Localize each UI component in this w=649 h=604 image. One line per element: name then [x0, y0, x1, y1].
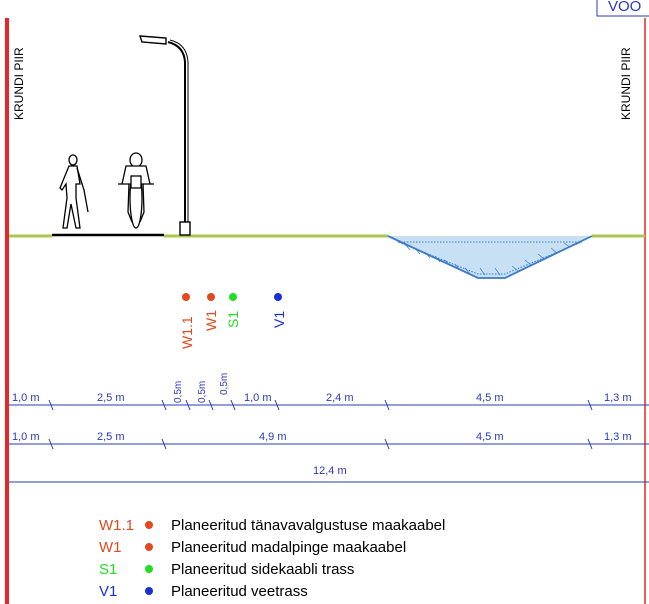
svg-text:V1: V1: [271, 311, 287, 328]
utility-dot: [207, 293, 215, 301]
dim-label: 1,3 m: [604, 431, 632, 443]
total-width-label: 12,4 m: [313, 465, 347, 477]
legend-dot: [145, 565, 153, 573]
utility-markers: W1.1 W1 S1 V1: [179, 293, 287, 349]
dimension-row-3: 12,4 m: [313, 465, 347, 477]
utility-marker-w1-1: W1.1: [179, 293, 195, 349]
legend-code: W1: [99, 539, 122, 556]
dim-label: 1,0 m: [244, 392, 272, 404]
legend-dot: [145, 543, 153, 551]
legend-item-w1: W1 Planeeritud madalpinge maakaabel: [99, 539, 406, 556]
legend-code: S1: [99, 561, 117, 578]
header-tag: VOO: [596, 0, 649, 17]
dim-label: 1,3 m: [604, 392, 632, 404]
dim-label: 0,5m: [173, 381, 184, 403]
dim-label: 2,4 m: [326, 392, 354, 404]
dim-label: 0,5m: [219, 373, 230, 395]
drainage-ditch: [387, 235, 593, 279]
legend-item-s1: S1 Planeeritud sidekaabli trass: [99, 561, 354, 578]
dim-label: 4,9 m: [259, 431, 287, 443]
legend-code: V1: [99, 583, 117, 600]
legend-dot: [145, 587, 153, 595]
dimension-row-2: 1,0 m 2,5 m 4,9 m 4,5 m 1,3 m: [12, 431, 632, 443]
legend: W1.1 Planeeritud tänavavalgustuse maakaa…: [99, 517, 445, 600]
dim-label: 2,5 m: [97, 431, 125, 443]
svg-text:W1: W1: [203, 310, 219, 331]
svg-text:W1.1: W1.1: [179, 316, 195, 349]
pedestrian-icon: [59, 154, 89, 229]
legend-item-v1: V1 Planeeritud veetrass: [99, 583, 308, 600]
dim-label: 4,5 m: [476, 431, 504, 443]
dim-label: 1,0 m: [12, 392, 40, 404]
legend-dot: [145, 521, 153, 529]
utility-dot: [274, 293, 282, 301]
legend-code: W1.1: [99, 517, 134, 534]
utility-marker-v1: V1: [271, 293, 287, 328]
ground-surface: [9, 233, 645, 238]
utility-dot: [182, 293, 190, 301]
legend-text: Planeeritud veetrass: [171, 583, 308, 600]
dimension-row-1: 1,0 m 2,5 m 0,5m 0,5m 0,5m 1,0 m 2,4 m 4…: [12, 373, 632, 404]
utility-dot: [229, 293, 237, 301]
legend-text: Planeeritud madalpinge maakaabel: [171, 539, 406, 556]
legend-item-w1-1: W1.1 Planeeritud tänavavalgustuse maakaa…: [99, 517, 445, 534]
svg-text:S1: S1: [225, 311, 241, 328]
dim-label: 1,0 m: [12, 431, 40, 443]
left-boundary-line: [5, 18, 9, 604]
street-lamp-icon: [139, 35, 191, 236]
dim-label: 4,5 m: [476, 392, 504, 404]
header-tag-text: VOO: [608, 0, 641, 15]
utility-marker-w1: W1: [203, 293, 219, 331]
right-boundary-label: KRUNDI PIIR: [619, 47, 633, 120]
cyclist-icon: [118, 152, 154, 229]
left-boundary-label: KRUNDI PIIR: [12, 47, 26, 120]
utility-marker-s1: S1: [225, 293, 241, 328]
dim-label: 2,5 m: [97, 392, 125, 404]
legend-text: Planeeritud sidekaabli trass: [171, 561, 354, 578]
legend-text: Planeeritud tänavavalgustuse maakaabel: [171, 517, 445, 534]
dim-label: 0,5m: [197, 381, 208, 403]
dimension-lines: [9, 399, 649, 483]
